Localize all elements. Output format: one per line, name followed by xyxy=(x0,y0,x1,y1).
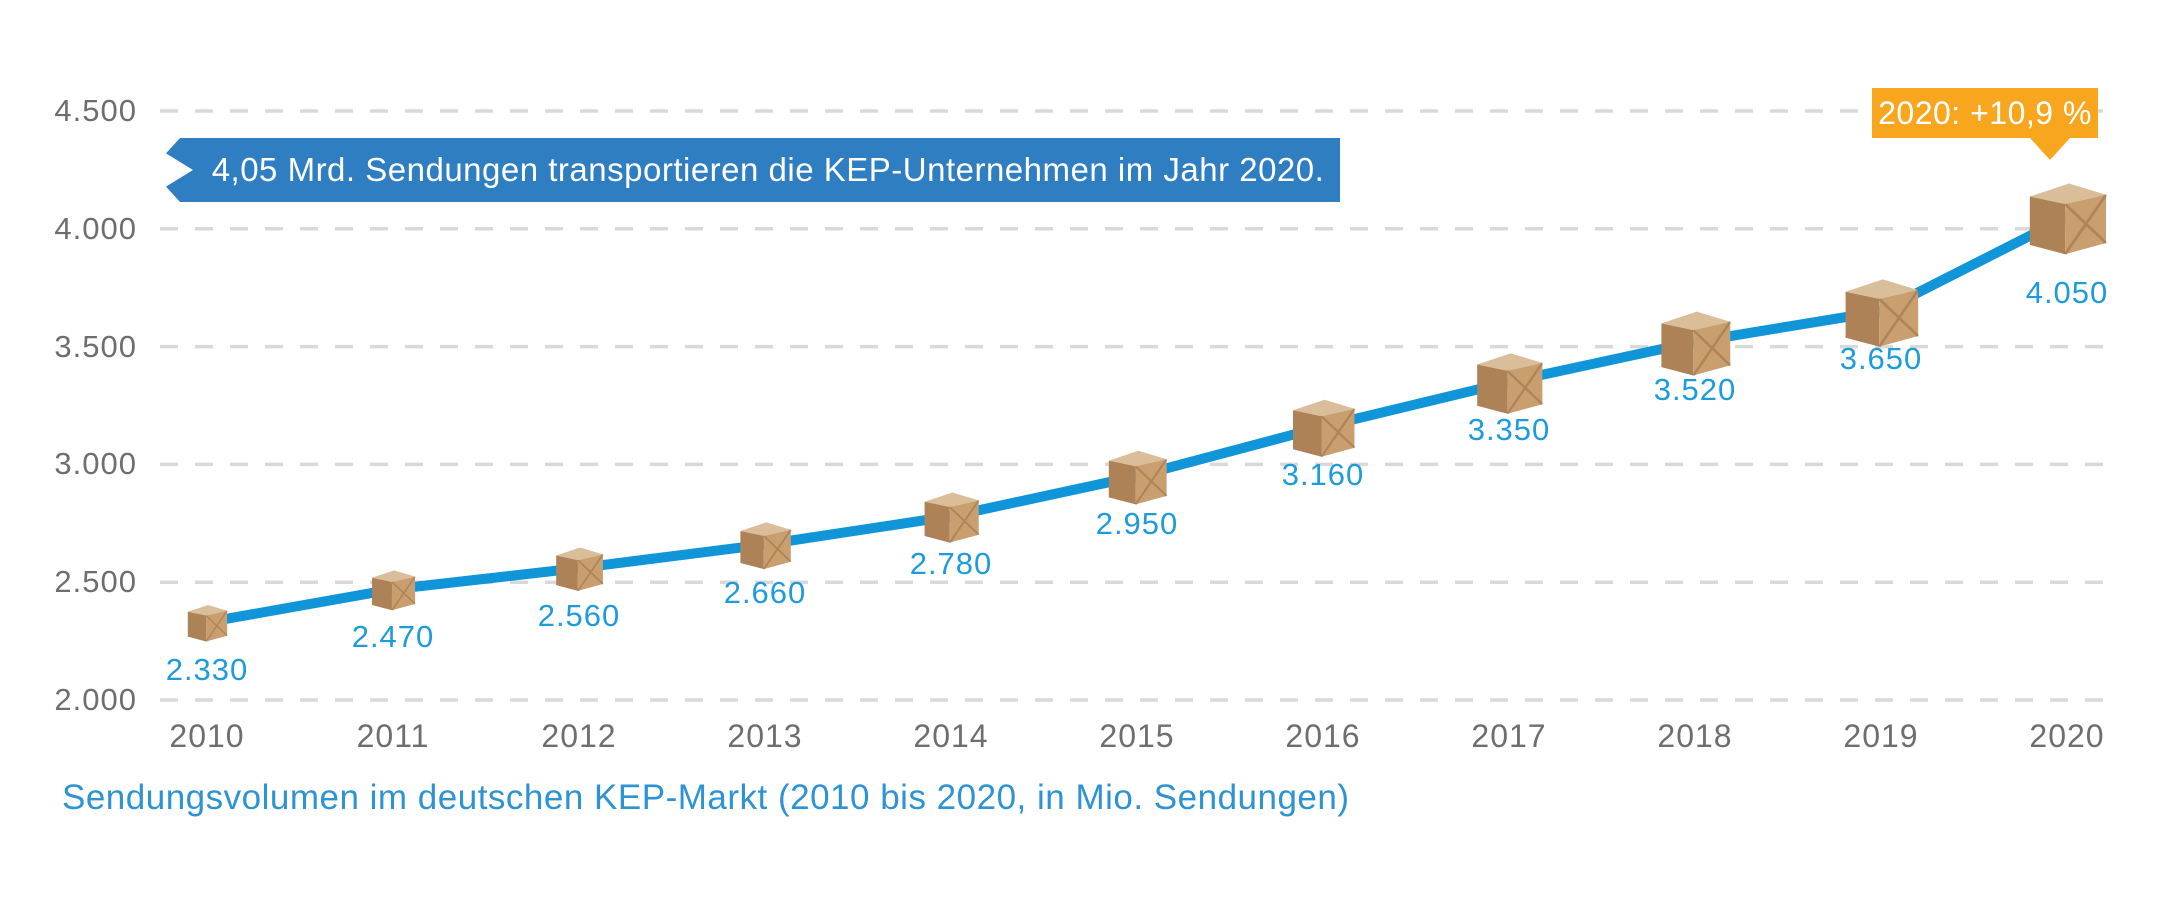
parcel-box-face xyxy=(556,555,578,591)
data-label: 2.950 xyxy=(1095,506,1179,542)
parcel-box-face xyxy=(924,492,979,507)
parcel-box-face xyxy=(1693,321,1731,376)
data-label: 2.330 xyxy=(165,652,249,688)
parcel-box-face xyxy=(2065,194,2107,255)
parcel-box-fold-lines xyxy=(1692,321,1732,377)
parcel-box-fold-lines xyxy=(391,576,416,611)
data-label: 2.470 xyxy=(351,619,435,655)
y-tick-label: 2.000 xyxy=(54,682,137,717)
parcel-box-icon xyxy=(556,547,604,592)
parcel-box-face xyxy=(924,501,950,543)
parcel-box-face xyxy=(763,529,791,570)
parcel-box-face xyxy=(187,611,207,642)
y-tick-label: 2.500 xyxy=(54,564,137,600)
parcel-box-face xyxy=(1293,410,1322,457)
chart-caption: Sendungsvolumen im deutschen KEP-Markt (… xyxy=(62,778,1350,817)
parcel-box-face xyxy=(2029,196,2066,255)
parcel-box-face xyxy=(1477,364,1508,414)
parcel-box-face xyxy=(577,554,603,591)
parcel-box-icon xyxy=(924,492,980,544)
parcel-box-fold-lines xyxy=(1878,289,1920,348)
parcel-box-fold-lines xyxy=(1320,408,1356,458)
volume-line xyxy=(202,212,2072,628)
data-label: 2.780 xyxy=(909,546,993,582)
parcel-box-face xyxy=(949,500,979,543)
y-tick-label: 4.500 xyxy=(54,93,137,128)
parcel-box-icon xyxy=(1477,353,1544,415)
y-tick-label: 4.000 xyxy=(54,210,137,246)
data-label: 3.160 xyxy=(1281,456,1365,492)
parcel-box-face xyxy=(2029,183,2107,204)
parcel-box-face xyxy=(187,604,228,616)
parcel-box-face xyxy=(1477,353,1543,371)
parcel-box-fold-lines xyxy=(1134,458,1168,505)
parcel-box-face xyxy=(391,576,416,611)
y-tick-label: 3.000 xyxy=(54,446,137,482)
x-tick-label: 2011 xyxy=(356,718,430,754)
parcel-box-face xyxy=(1661,311,1731,331)
parcel-box-icon xyxy=(1845,279,1920,348)
parcel-box-fold-lines xyxy=(1506,362,1544,415)
parcel-box-face xyxy=(1879,290,1919,347)
parcel-box-fold-lines xyxy=(763,529,792,570)
parcel-box-face xyxy=(1845,279,1919,299)
parcel-box-fold-lines xyxy=(205,610,228,642)
parcel-box-face xyxy=(206,610,228,642)
callout-banner: 4,05 Mrd. Sendungen transportieren die K… xyxy=(166,138,1340,202)
parcel-box-markers xyxy=(187,183,2108,642)
parcel-box-face xyxy=(740,522,791,536)
parcel-box-fold-lines xyxy=(577,553,604,592)
parcel-box-icon xyxy=(740,522,792,570)
x-tick-label: 2012 xyxy=(541,718,617,754)
parcel-box-face xyxy=(1661,323,1694,376)
x-tick-label: 2013 xyxy=(727,718,803,754)
growth-badge-2020: 2020: +10,9 % xyxy=(1872,88,2098,160)
data-label: 2.660 xyxy=(723,574,807,610)
callout-banner-text: 4,05 Mrd. Sendungen transportieren die K… xyxy=(211,151,1325,188)
data-label: 2.560 xyxy=(537,598,621,634)
data-label: 3.350 xyxy=(1467,411,1551,447)
x-tick-label: 2020 xyxy=(2029,718,2105,754)
parcel-box-face xyxy=(372,577,392,611)
series-line xyxy=(202,212,2072,628)
parcel-box-face xyxy=(1135,459,1167,505)
y-tick-label: 3.500 xyxy=(54,328,137,364)
x-tick-label: 2017 xyxy=(1471,718,1547,754)
parcel-box-face xyxy=(1108,450,1167,467)
parcel-box-face xyxy=(1507,362,1543,414)
x-tick-label: 2019 xyxy=(1843,718,1919,754)
parcel-box-icon xyxy=(1661,311,1732,377)
data-label: 3.520 xyxy=(1653,371,1737,407)
parcel-box-icon xyxy=(2029,183,2108,256)
x-tick-label: 2015 xyxy=(1099,718,1175,754)
parcel-box-icon xyxy=(187,604,228,642)
parcel-box-icon xyxy=(1108,450,1168,505)
parcel-box-face xyxy=(1321,408,1355,457)
data-label: 4.050 xyxy=(2025,275,2109,311)
growth-badge-text: 2020: +10,9 % xyxy=(1878,94,2092,131)
parcel-box-fold-lines xyxy=(2063,193,2108,256)
parcel-box-face xyxy=(740,530,764,570)
x-tick-label: 2010 xyxy=(169,718,245,754)
parcel-box-face xyxy=(1293,399,1355,417)
parcel-box-icon xyxy=(1293,399,1356,458)
x-tick-label: 2018 xyxy=(1657,718,1733,754)
parcel-box-fold-lines xyxy=(948,499,980,544)
parcel-box-face xyxy=(1845,291,1880,347)
parcel-box-face xyxy=(372,570,416,582)
x-tick-label: 2014 xyxy=(913,718,989,754)
parcel-box-icon xyxy=(372,570,416,611)
data-label: 3.650 xyxy=(1839,341,1923,377)
parcel-box-face xyxy=(556,547,603,561)
parcel-box-face xyxy=(1108,460,1136,505)
x-tick-label: 2016 xyxy=(1285,718,1361,754)
